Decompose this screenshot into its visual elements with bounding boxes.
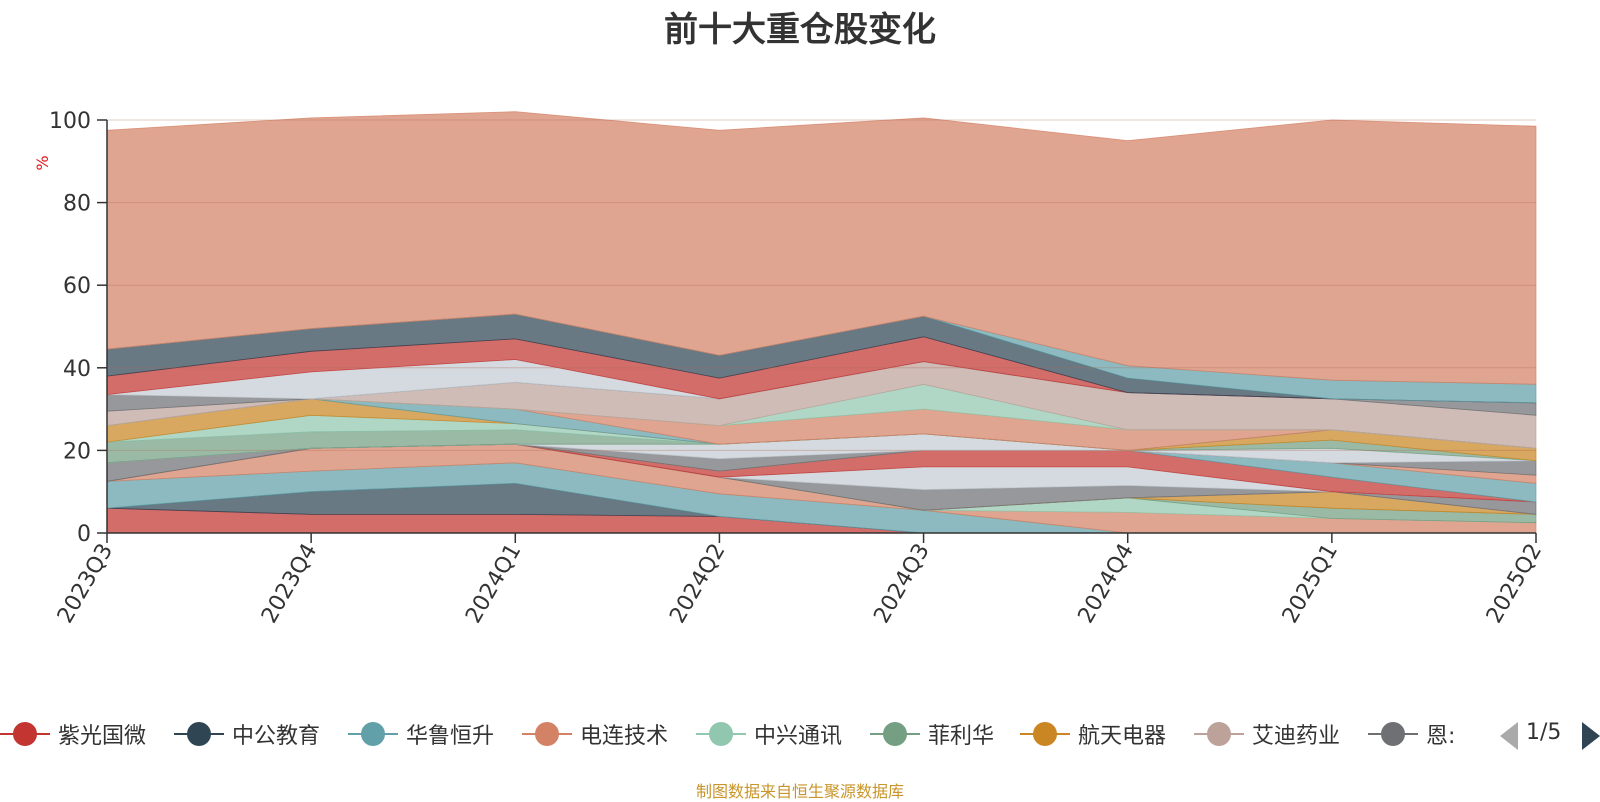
x-tick-label: 2024Q2 (665, 540, 730, 628)
legend-label: 航天电器 (1078, 724, 1167, 749)
legend-page-indicator: 1/5 (1526, 720, 1562, 745)
legend-item[interactable]: 中兴通讯 (696, 716, 842, 752)
legend-marker-icon (348, 716, 398, 752)
legend-marker-icon (1194, 716, 1244, 752)
legend-prev-icon[interactable] (1500, 722, 1518, 750)
legend-marker-icon (1020, 716, 1070, 752)
y-axis-label: % (33, 155, 52, 170)
grid-lines (107, 119, 1536, 451)
legend-marker-icon (522, 716, 572, 752)
x-tick-label: 2023Q3 (53, 540, 118, 628)
legend: 紫光国微 中公教育 华鲁恒升 电连技术 中兴通讯 菲利华 航天电器 艾迪药业 恩: (0, 716, 1480, 756)
legend-label: 中兴通讯 (754, 724, 843, 749)
legend-item[interactable]: 恩: (1368, 716, 1455, 752)
legend-label: 电连技术 (580, 724, 669, 749)
legend-label: 恩: (1426, 724, 1456, 749)
x-tick-label: 2024Q3 (869, 540, 934, 628)
legend-item[interactable]: 中公教育 (174, 716, 320, 752)
y-tick-label: 40 (63, 357, 91, 382)
y-tick-label: 100 (49, 109, 91, 134)
y-tick-label: 60 (63, 274, 91, 299)
legend-marker-icon (696, 716, 746, 752)
y-tick-label: 0 (77, 522, 91, 547)
legend-marker-icon (174, 716, 224, 752)
legend-marker-icon (870, 716, 920, 752)
x-tick-label: 2025Q1 (1278, 540, 1343, 628)
legend-item[interactable]: 华鲁恒升 (348, 716, 494, 752)
source-note: 制图数据来自恒生聚源数据库 (695, 782, 904, 801)
legend-next-icon[interactable] (1582, 722, 1600, 750)
y-tick-label: 20 (63, 439, 91, 464)
x-tick-label: 2025Q2 (1482, 540, 1547, 628)
legend-item[interactable]: 电连技术 (522, 716, 668, 752)
legend-item[interactable]: 艾迪药业 (1194, 716, 1340, 752)
legend-label: 华鲁恒升 (406, 724, 495, 749)
x-tick-label: 2023Q4 (257, 540, 322, 628)
y-tick-label: 80 (63, 192, 91, 217)
x-tick-label: 2024Q1 (461, 540, 526, 628)
legend-item[interactable]: 紫光国微 (0, 716, 146, 752)
legend-item[interactable]: 航天电器 (1020, 716, 1166, 752)
legend-label: 艾迪药业 (1252, 724, 1341, 749)
legend-item[interactable]: 菲利华 (870, 716, 994, 752)
legend-label: 中公教育 (232, 724, 321, 749)
legend-label: 紫光国微 (58, 724, 147, 749)
legend-marker-icon (0, 716, 50, 752)
x-tick-label: 2024Q4 (1074, 540, 1139, 628)
chart-title: 前十大重仓股变化 (664, 10, 936, 50)
legend-pager: 1/5 (1498, 718, 1600, 752)
legend-marker-icon (1368, 716, 1418, 752)
legend-label: 菲利华 (928, 724, 995, 749)
series-areas (106, 111, 1537, 534)
series-area-28 (106, 111, 1537, 385)
